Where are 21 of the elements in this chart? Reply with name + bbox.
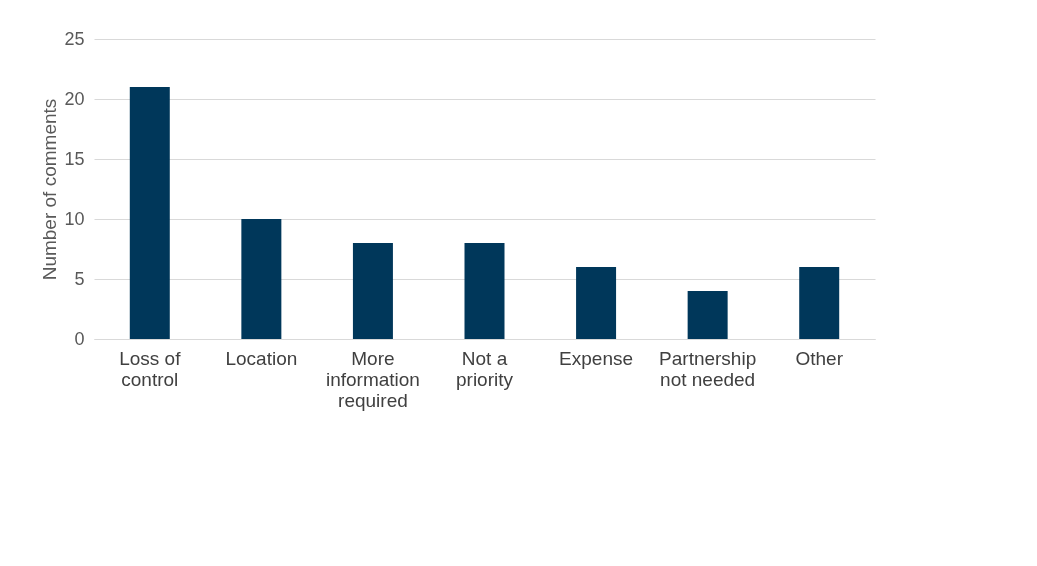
- x-tick-label: More information required: [325, 347, 420, 411]
- bar: [799, 267, 840, 339]
- x-tick-label: Partnership not needed: [659, 347, 757, 390]
- x-tick-label: Other: [795, 347, 844, 369]
- bar: [352, 243, 393, 339]
- x-tick-label: Not a priority: [455, 347, 514, 390]
- bar: [576, 267, 617, 339]
- bar: [687, 291, 728, 339]
- bar: [241, 219, 282, 339]
- y-tick-label: 0: [74, 328, 85, 349]
- bar: [464, 243, 505, 339]
- x-tick-label: Location: [225, 347, 298, 369]
- bar: [129, 87, 170, 339]
- y-tick-label: 5: [74, 268, 85, 289]
- y-tick-label: 20: [64, 88, 85, 109]
- x-tick-label: Loss of control: [119, 347, 182, 390]
- y-tick-label: 25: [64, 28, 85, 49]
- y-axis-title: Number of comments: [39, 98, 61, 281]
- y-tick-label: 10: [64, 208, 85, 229]
- x-tick-label: Expense: [559, 347, 634, 369]
- y-tick-label: 15: [64, 148, 85, 169]
